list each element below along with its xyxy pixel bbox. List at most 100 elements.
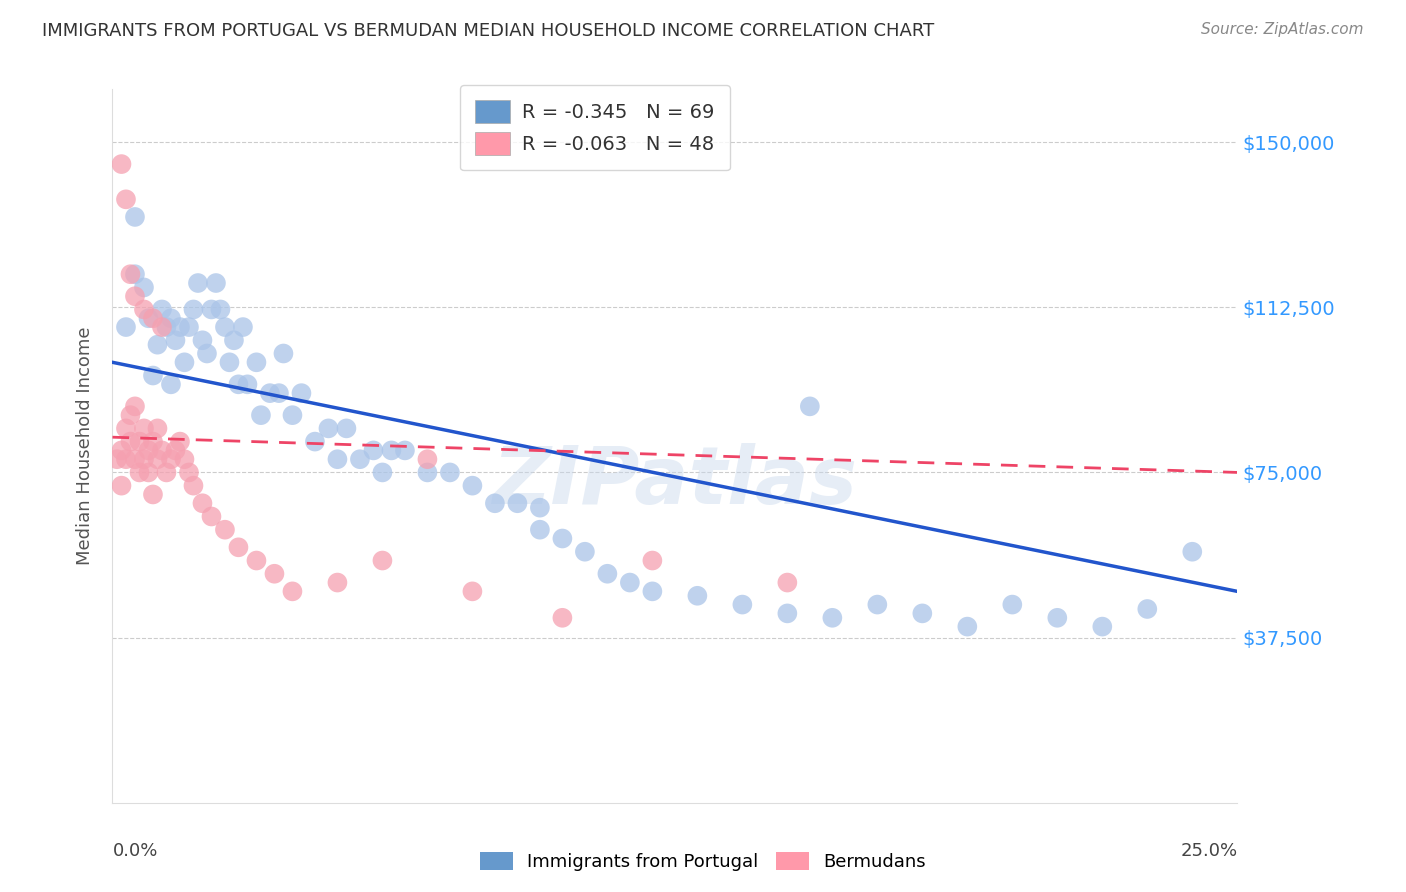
- Point: [142, 311, 165, 326]
- Point: [335, 421, 357, 435]
- Point: [263, 566, 285, 581]
- Point: [209, 302, 232, 317]
- Point: [273, 346, 295, 360]
- Point: [110, 443, 132, 458]
- Point: [132, 280, 155, 294]
- Point: [394, 443, 416, 458]
- Point: [371, 553, 394, 567]
- Point: [132, 302, 155, 317]
- Point: [1181, 545, 1204, 559]
- Point: [245, 355, 267, 369]
- Point: [551, 532, 574, 546]
- Point: [776, 575, 799, 590]
- Point: [911, 607, 934, 621]
- Point: [110, 478, 132, 492]
- Point: [363, 443, 385, 458]
- Point: [281, 584, 304, 599]
- Point: [155, 320, 177, 334]
- Point: [138, 443, 160, 458]
- Point: [267, 386, 290, 401]
- Point: [551, 611, 574, 625]
- Legend: Immigrants from Portugal, Bermudans: Immigrants from Portugal, Bermudans: [472, 845, 934, 879]
- Text: 25.0%: 25.0%: [1180, 842, 1237, 860]
- Point: [731, 598, 754, 612]
- Point: [529, 523, 551, 537]
- Point: [250, 408, 273, 422]
- Point: [142, 368, 165, 383]
- Point: [326, 575, 349, 590]
- Point: [105, 452, 128, 467]
- Point: [799, 400, 821, 414]
- Point: [142, 487, 165, 501]
- Point: [142, 434, 165, 449]
- Point: [128, 434, 150, 449]
- Point: [596, 566, 619, 581]
- Point: [191, 496, 214, 510]
- Point: [187, 276, 209, 290]
- Point: [146, 452, 169, 467]
- Point: [124, 289, 146, 303]
- Point: [245, 553, 267, 567]
- Point: [150, 302, 173, 317]
- Point: [115, 452, 138, 467]
- Point: [218, 355, 240, 369]
- Point: [956, 619, 979, 633]
- Point: [461, 478, 484, 492]
- Point: [259, 386, 281, 401]
- Point: [177, 320, 200, 334]
- Point: [183, 302, 205, 317]
- Point: [124, 452, 146, 467]
- Point: [195, 346, 218, 360]
- Text: IMMIGRANTS FROM PORTUGAL VS BERMUDAN MEDIAN HOUSEHOLD INCOME CORRELATION CHART: IMMIGRANTS FROM PORTUGAL VS BERMUDAN MED…: [42, 22, 935, 40]
- Point: [318, 421, 340, 435]
- Point: [165, 333, 187, 347]
- Point: [228, 377, 250, 392]
- Point: [120, 408, 142, 422]
- Point: [214, 320, 236, 334]
- Point: [641, 584, 664, 599]
- Point: [304, 434, 326, 449]
- Point: [349, 452, 371, 467]
- Point: [150, 443, 173, 458]
- Point: [574, 545, 596, 559]
- Point: [120, 267, 142, 281]
- Point: [686, 589, 709, 603]
- Point: [529, 500, 551, 515]
- Point: [124, 267, 146, 281]
- Point: [641, 553, 664, 567]
- Point: [128, 466, 150, 480]
- Point: [484, 496, 506, 510]
- Point: [326, 452, 349, 467]
- Point: [169, 320, 191, 334]
- Point: [165, 443, 187, 458]
- Text: ZIPatlas: ZIPatlas: [492, 442, 858, 521]
- Point: [205, 276, 228, 290]
- Point: [222, 333, 245, 347]
- Point: [619, 575, 641, 590]
- Point: [138, 311, 160, 326]
- Point: [821, 611, 844, 625]
- Point: [866, 598, 889, 612]
- Point: [1001, 598, 1024, 612]
- Point: [146, 421, 169, 435]
- Point: [776, 607, 799, 621]
- Point: [169, 434, 191, 449]
- Point: [439, 466, 461, 480]
- Point: [160, 377, 183, 392]
- Point: [416, 466, 439, 480]
- Point: [115, 320, 138, 334]
- Point: [160, 452, 183, 467]
- Point: [232, 320, 254, 334]
- Point: [173, 452, 195, 467]
- Point: [236, 377, 259, 392]
- Point: [173, 355, 195, 369]
- Text: Source: ZipAtlas.com: Source: ZipAtlas.com: [1201, 22, 1364, 37]
- Point: [281, 408, 304, 422]
- Y-axis label: Median Household Income: Median Household Income: [76, 326, 94, 566]
- Point: [115, 192, 138, 206]
- Point: [132, 452, 155, 467]
- Text: 0.0%: 0.0%: [112, 842, 157, 860]
- Point: [177, 466, 200, 480]
- Point: [371, 466, 394, 480]
- Point: [1046, 611, 1069, 625]
